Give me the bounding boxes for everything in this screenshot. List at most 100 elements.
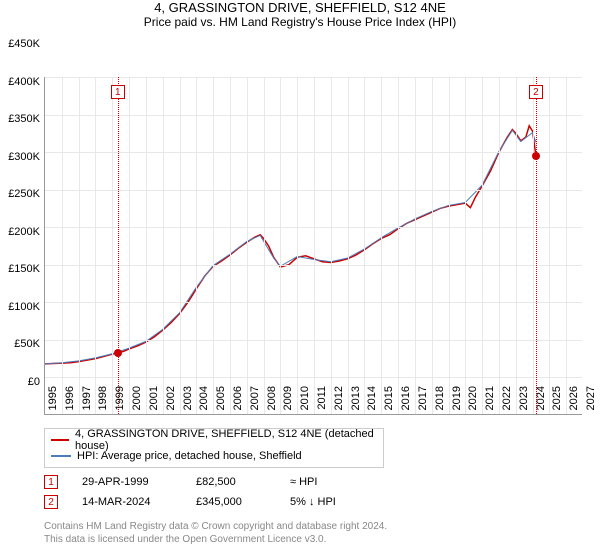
xtick-label: 2000 — [131, 386, 143, 426]
gridline-v — [364, 77, 365, 414]
chart-subtitle: Price paid vs. HM Land Registry's House … — [0, 15, 600, 29]
gridline-v — [465, 77, 466, 414]
xtick-label: 2010 — [299, 386, 311, 426]
gridline-v — [79, 77, 80, 414]
gridline-v — [482, 77, 483, 414]
xtick-label: 2026 — [568, 386, 580, 426]
xtick-label: 2015 — [383, 386, 395, 426]
legend-box: 4, GRASSINGTON DRIVE, SHEFFIELD, S12 4NE… — [44, 428, 384, 468]
xtick-label: 2011 — [316, 386, 328, 426]
ytick-label: £150K — [0, 263, 40, 275]
events-table: 1 29-APR-1999 £82,500 ≈ HPI 2 14-MAR-2024 £345… — [44, 472, 360, 512]
gridline-v — [180, 77, 181, 414]
xtick-label: 2012 — [333, 386, 345, 426]
gridline-v — [146, 77, 147, 414]
gridline-v — [129, 77, 130, 414]
xtick-label: 2016 — [400, 386, 412, 426]
gridline-v — [264, 77, 265, 414]
gridline-v — [449, 77, 450, 414]
plot-area: 12 — [44, 77, 582, 415]
xtick-label: 2027 — [585, 386, 597, 426]
event-table-row: 2 14-MAR-2024 £345,000 5% ↓ HPI — [44, 492, 360, 512]
xtick-label: 2021 — [484, 386, 496, 426]
event-table-diff: 5% ↓ HPI — [290, 496, 360, 508]
gridline-v — [196, 77, 197, 414]
gridline-v — [314, 77, 315, 414]
gridline-v — [331, 77, 332, 414]
gridline-v — [280, 77, 281, 414]
gridline-v — [95, 77, 96, 414]
footer-text: Contains HM Land Registry data © Crown c… — [44, 520, 387, 546]
event-table-date: 29-APR-1999 — [82, 476, 172, 488]
xtick-label: 2013 — [350, 386, 362, 426]
xtick-label: 1996 — [64, 386, 76, 426]
event-table-row: 1 29-APR-1999 £82,500 ≈ HPI — [44, 472, 360, 492]
gridline-v — [516, 77, 517, 414]
legend-swatch — [51, 455, 71, 457]
xtick-label: 1999 — [114, 386, 126, 426]
xtick-label: 2024 — [535, 386, 547, 426]
xtick-label: 1997 — [81, 386, 93, 426]
xtick-label: 2001 — [148, 386, 160, 426]
xtick-label: 2014 — [366, 386, 378, 426]
event-dot — [114, 349, 122, 357]
gridline-v — [432, 77, 433, 414]
xtick-label: 2009 — [282, 386, 294, 426]
event-table-date: 14-MAR-2024 — [82, 496, 172, 508]
event-guideline — [118, 77, 119, 414]
event-guideline — [536, 77, 537, 414]
legend-row: 4, GRASSINGTON DRIVE, SHEFFIELD, S12 4NE… — [51, 432, 377, 448]
event-table-marker: 1 — [44, 475, 58, 489]
gridline-v — [112, 77, 113, 414]
gridline-v — [533, 77, 534, 414]
xtick-label: 2025 — [551, 386, 563, 426]
xtick-label: 2019 — [451, 386, 463, 426]
xtick-label: 2018 — [434, 386, 446, 426]
xtick-label: 2003 — [182, 386, 194, 426]
event-table-price: £82,500 — [196, 476, 266, 488]
ytick-label: £450K — [0, 38, 40, 50]
gridline-v — [381, 77, 382, 414]
footer-line-2: This data is licensed under the Open Gov… — [44, 533, 387, 546]
ytick-label: £100K — [0, 301, 40, 313]
gridline-v — [566, 77, 567, 414]
gridline-v — [297, 77, 298, 414]
xtick-label: 2017 — [417, 386, 429, 426]
chart-title: 4, GRASSINGTON DRIVE, SHEFFIELD, S12 4NE — [0, 0, 600, 15]
legend-swatch — [51, 439, 69, 441]
xtick-label: 2007 — [249, 386, 261, 426]
gridline-v — [549, 77, 550, 414]
event-table-diff: ≈ HPI — [290, 476, 360, 488]
ytick-label: £250K — [0, 188, 40, 200]
gridline-v — [415, 77, 416, 414]
gridline-v — [213, 77, 214, 414]
event-table-price: £345,000 — [196, 496, 266, 508]
xtick-label: 2006 — [232, 386, 244, 426]
xtick-label: 1998 — [97, 386, 109, 426]
ytick-label: £350K — [0, 113, 40, 125]
legend-label: 4, GRASSINGTON DRIVE, SHEFFIELD, S12 4NE… — [75, 428, 377, 452]
xtick-label: 2005 — [215, 386, 227, 426]
ytick-label: £300K — [0, 151, 40, 163]
gridline-v — [62, 77, 63, 414]
gridline-v — [398, 77, 399, 414]
ytick-label: £400K — [0, 76, 40, 88]
ytick-label: £0 — [0, 376, 40, 388]
event-dot — [532, 152, 540, 160]
xtick-label: 2008 — [266, 386, 278, 426]
gridline-v — [499, 77, 500, 414]
event-table-marker: 2 — [44, 495, 58, 509]
event-marker: 1 — [111, 85, 125, 99]
ytick-label: £50K — [0, 338, 40, 350]
xtick-label: 2022 — [501, 386, 513, 426]
gridline-v — [348, 77, 349, 414]
xtick-label: 2023 — [518, 386, 530, 426]
xtick-label: 2020 — [467, 386, 479, 426]
event-marker: 2 — [529, 85, 543, 99]
gridline-v — [247, 77, 248, 414]
xtick-label: 2004 — [198, 386, 210, 426]
gridline-v — [163, 77, 164, 414]
footer-line-1: Contains HM Land Registry data © Crown c… — [44, 520, 387, 533]
gridline-v — [230, 77, 231, 414]
ytick-label: £200K — [0, 226, 40, 238]
